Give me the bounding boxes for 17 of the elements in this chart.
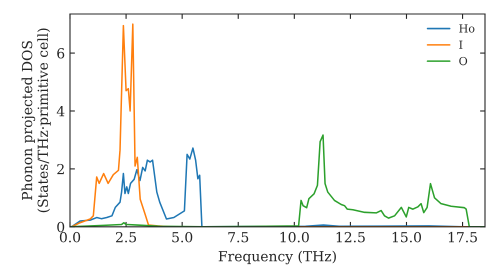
legend-label: Ho — [459, 24, 474, 33]
y-axis-title: Phonon projected DOS (States/THz·primitive cell) — [22, 28, 51, 212]
x-tick-label: 17.5 — [448, 232, 477, 242]
legend-label: O — [459, 56, 468, 66]
y-tick-label: 0 — [57, 222, 64, 232]
x-tick-label: 12.5 — [336, 232, 365, 242]
legend-label: I — [459, 40, 462, 49]
x-tick-label: 0.0 — [60, 232, 80, 242]
x-tick-label: 2.5 — [116, 232, 136, 242]
x-tick-label: 7.5 — [228, 232, 248, 242]
x-tick-label: 10.0 — [280, 232, 309, 242]
y-tick-label: 2 — [57, 164, 64, 174]
y-tick-label: 6 — [57, 48, 64, 59]
x-tick-label: 5.0 — [172, 232, 192, 242]
y-tick-label: 4 — [56, 106, 64, 116]
x-tick-label: 15.0 — [392, 232, 422, 242]
x-axis-title: Frequency (THz) — [218, 250, 336, 264]
